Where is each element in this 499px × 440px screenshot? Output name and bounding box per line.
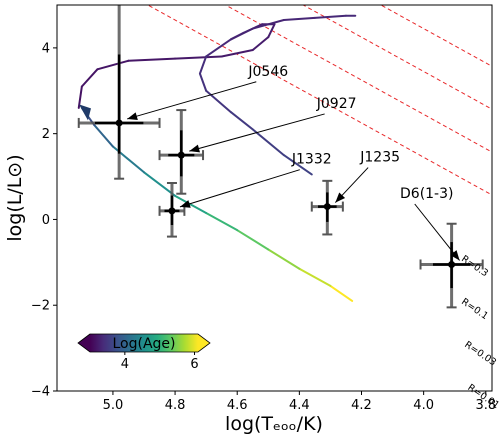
x-axis-title: log(Tₑₒₒ/K): [225, 413, 323, 435]
label-arrowhead: [127, 112, 138, 121]
colorbar: Log(Age) 4 6: [77, 333, 211, 372]
track-segment: [313, 14, 347, 19]
x-axis: 5.0 4.8 4.6 4.4 4.2 4.0 3.8: [103, 391, 496, 413]
point-label: J1235: [359, 150, 400, 166]
track-segment: [198, 72, 208, 92]
y-axis: −4 −2 0 2 4: [31, 41, 57, 400]
track-segment: [80, 68, 99, 88]
radius-line-label: R=0.03: [462, 339, 498, 368]
x-tick-label: 4.0: [413, 398, 434, 413]
colorbar-tick-label: 4: [121, 357, 129, 372]
radius-line: [224, 5, 492, 153]
track-segment: [230, 27, 254, 41]
track-segment: [198, 55, 208, 75]
colorbar-tick-label: 6: [190, 357, 198, 372]
x-tick-label: 4.6: [227, 398, 248, 413]
label-arrowhead: [335, 192, 346, 203]
colorbar-gradient: [90, 334, 198, 352]
track-segment: [93, 124, 114, 148]
y-axis-title: log(L/L⊙): [4, 154, 26, 241]
track-segment: [251, 128, 285, 157]
x-tick-label: 3.8: [475, 398, 496, 413]
track-segment: [267, 23, 276, 39]
label-arrow: [189, 113, 325, 152]
colorbar-outline: [77, 333, 211, 353]
radius-line-label: R=0.1: [459, 296, 490, 322]
track-segment: [205, 212, 239, 232]
track-segment: [111, 145, 145, 174]
label-arrow: [414, 203, 460, 261]
colorbar-max-extend: [198, 334, 210, 352]
radius-lines: [146, 5, 492, 196]
label-arrowhead: [450, 250, 460, 261]
plot-frame: [56, 4, 493, 392]
x-tick-label: 4.4: [289, 398, 310, 413]
data-point: [115, 119, 123, 127]
point-label: J0927: [316, 96, 357, 112]
y-tick-label: 2: [42, 127, 50, 142]
track-segment: [205, 89, 232, 114]
label-arrow: [127, 81, 257, 120]
track-segment: [174, 55, 223, 60]
track-segment: [143, 171, 177, 197]
track-segment: [127, 57, 177, 62]
track-segment: [174, 194, 208, 215]
colorbar-title: Log(Age): [112, 336, 175, 352]
track-segment: [230, 111, 254, 131]
x-tick-label: 4.8: [165, 398, 186, 413]
data-point: [177, 151, 185, 159]
colorbar-min-extend: [78, 334, 90, 352]
track-segment: [282, 16, 316, 22]
track-segment: [77, 85, 83, 109]
x-tick-label: 5.0: [103, 398, 124, 413]
radius-line: [379, 5, 492, 67]
label-arrowhead: [189, 144, 200, 153]
data-point: [448, 260, 456, 268]
x-tick-label: 4.2: [351, 398, 372, 413]
radius-line-label: R=0.3: [459, 254, 490, 280]
y-tick-label: −4: [31, 385, 50, 400]
track-segment: [96, 59, 130, 71]
track-segment: [282, 154, 313, 176]
track-segment: [251, 36, 270, 52]
radius-line: [146, 5, 492, 196]
track-segment: [267, 248, 301, 270]
point-label: J1332: [291, 152, 332, 168]
plot-area: [77, 5, 492, 309]
track-segment: [205, 38, 232, 58]
label-arrowhead: [179, 200, 191, 208]
data-points: [77, 5, 484, 309]
y-tick-label: 0: [42, 213, 50, 228]
track-segment: [329, 284, 354, 302]
evolution-track: [77, 14, 357, 302]
data-point: [168, 207, 176, 215]
y-tick-label: −2: [31, 299, 50, 314]
y-tick-label: 4: [42, 41, 50, 56]
track-segment: [236, 229, 270, 251]
track-segment: [298, 267, 332, 287]
radius-line: [302, 5, 492, 110]
label-arrow: [179, 169, 300, 208]
track-segment: [220, 49, 254, 58]
data-point: [323, 203, 331, 211]
track-arrow: [78, 104, 91, 121]
point-label: D6(1-3): [400, 186, 453, 202]
track-segment: [251, 19, 285, 30]
point-label: J0546: [247, 64, 288, 80]
